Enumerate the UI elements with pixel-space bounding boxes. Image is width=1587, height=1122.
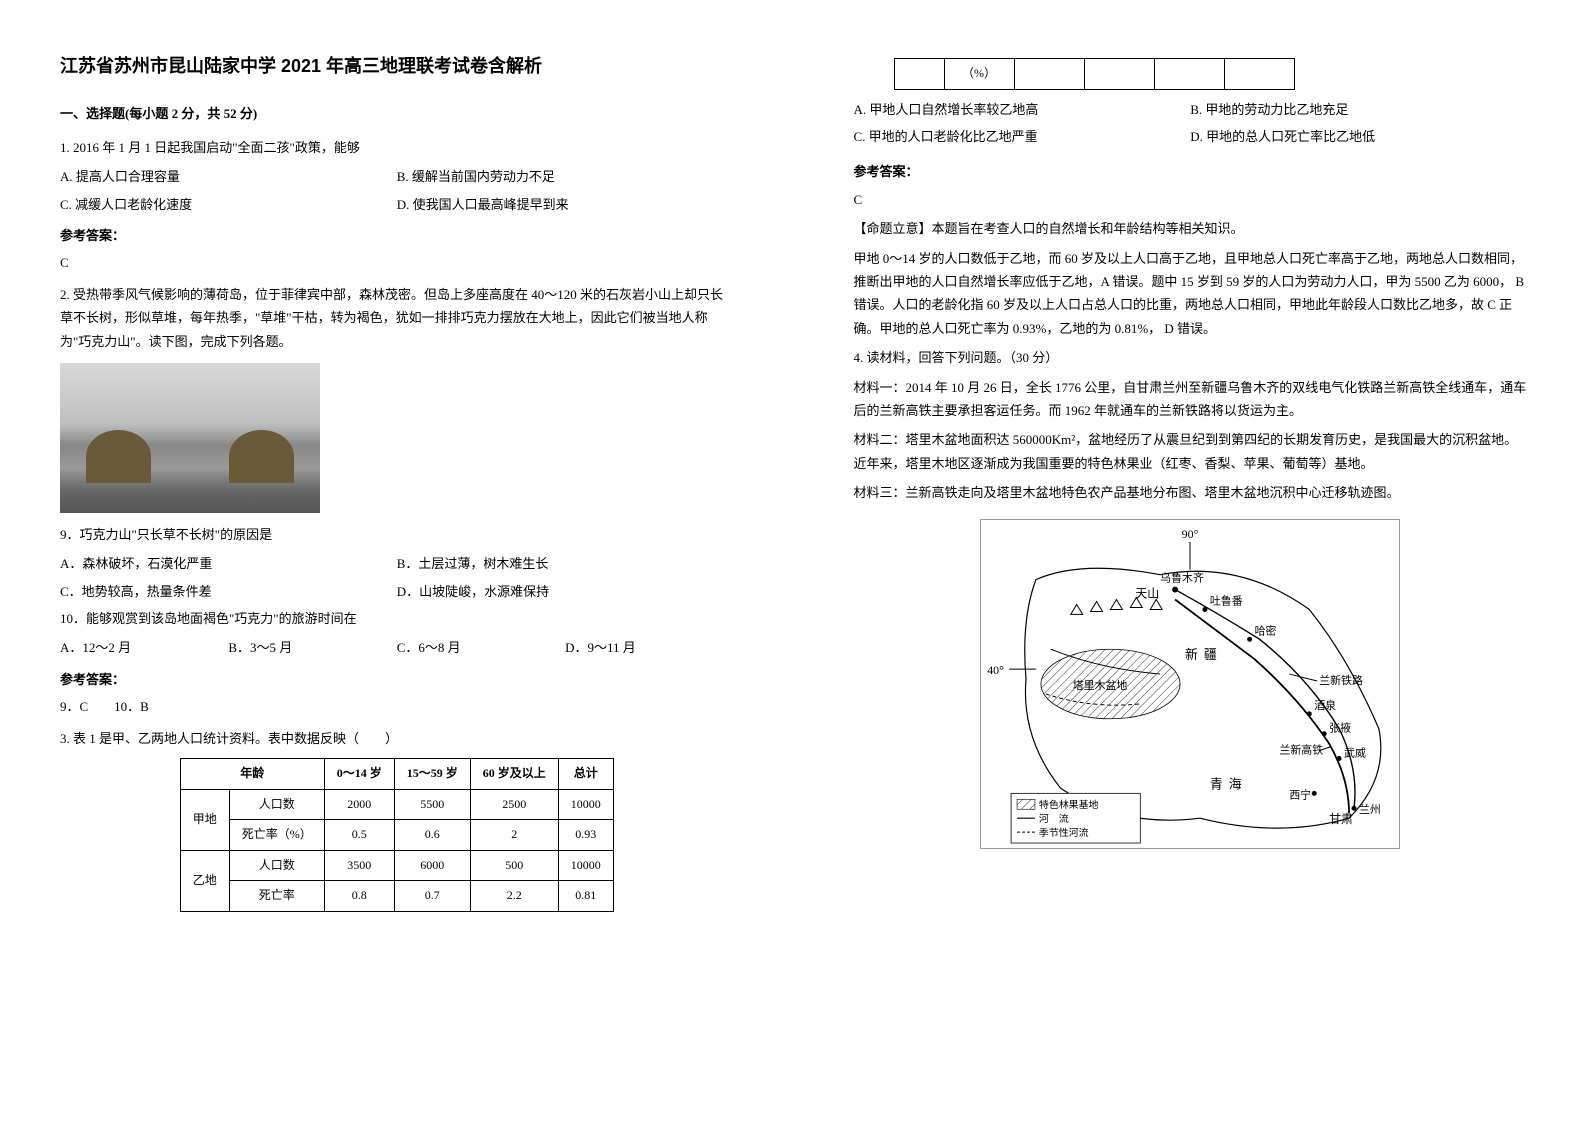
q3-explain: 甲地 0～14 岁的人口数低于乙地，而 60 岁及以上人口高于乙地，且甲地总人口… — [854, 247, 1528, 341]
map-city-lanzhou: 兰州 — [1359, 804, 1381, 817]
map-region-tarim: 塔里木盆地 — [1073, 678, 1128, 692]
question-3: 3. 表 1 是甲、乙两地人口统计资料。表中数据反映（ ） 年龄 0～14 岁 … — [60, 727, 734, 912]
tarim-basin-map: 90° 40° — [980, 519, 1400, 849]
table-cell: 甲地 — [180, 789, 229, 850]
q2-sub10-stem: 10．能够观赏到该岛地面褐色"巧克力"的旅游时间在 — [60, 607, 734, 630]
q2-sub9-stem: 9．巧克力山"只长草不长树"的原因是 — [60, 523, 734, 546]
q3-option-d: D. 甲地的总人口死亡率比乙地低 — [1190, 125, 1527, 148]
q4-mat3: 材料三：兰新高铁走向及塔里木盆地特色农产品基地分布图、塔里木盆地沉积中心迁移轨迹… — [854, 481, 1528, 504]
page-title: 江苏省苏州市昆山陆家中学 2021 年高三地理联考试卷含解析 — [60, 50, 734, 82]
q3-options: A. 甲地人口自然增长率较乙地高 B. 甲地的劳动力比乙地充足 C. 甲地的人口… — [854, 98, 1528, 153]
question-1: 1. 2016 年 1 月 1 日起我国启动"全面二孩"政策，能够 A. 提高人… — [60, 136, 734, 275]
legend-forest-fruit: 特色林果基地 — [1039, 799, 1099, 812]
q2-answer: 9．C 10．B — [60, 695, 734, 718]
q2-sub10-b: B．3～5 月 — [228, 636, 396, 659]
map-city-turpan: 吐鲁番 — [1210, 594, 1243, 608]
q3-stem: 3. 表 1 是甲、乙两地人口统计资料。表中数据反映（ ） — [60, 727, 734, 750]
q2-intro: 2. 受热带季风气候影响的薄荷岛，位于菲律宾中部，森林茂密。但岛上多座高度在 4… — [60, 283, 734, 353]
table-cell: 0.5 — [324, 820, 394, 851]
answer-label: 参考答案： — [60, 668, 734, 691]
q3-table-continued: （%） — [894, 58, 1295, 90]
q3-option-b: B. 甲地的劳动力比乙地充足 — [1190, 98, 1527, 121]
q4-mat1: 材料一：2014 年 10 月 26 日，全长 1776 公里，自甘肃兰州至新疆… — [854, 376, 1528, 423]
answer-label: 参考答案： — [60, 224, 734, 247]
q2-sub10-a: A．12～2 月 — [60, 636, 228, 659]
table-header: 15～59 岁 — [394, 759, 470, 790]
map-city-hami: 哈密 — [1255, 624, 1277, 638]
table-cell — [894, 59, 944, 90]
section-header: 一、选择题(每小题 2 分，共 52 分) — [60, 102, 734, 125]
map-rail-highspeed: 兰新高铁 — [1280, 743, 1324, 757]
table-cell: 2000 — [324, 789, 394, 820]
map-lat-label: 40° — [987, 664, 1004, 678]
table-cell: 10000 — [558, 789, 613, 820]
table-cell: 2 — [470, 820, 558, 851]
q3-answer: C — [854, 188, 1528, 211]
map-city-wuwei: 武威 — [1344, 747, 1366, 760]
table-cell: 10000 — [558, 850, 613, 881]
table-cell: 0.81 — [558, 881, 613, 912]
answer-label: 参考答案： — [854, 160, 1528, 183]
map-region-tianshan: 天山 — [1136, 587, 1160, 601]
map-region-xinjiang: 新疆 — [1185, 648, 1223, 663]
table-cell: 0.7 — [394, 881, 470, 912]
table-cell: 0.6 — [394, 820, 470, 851]
q2-sub10-c: C．6～8 月 — [397, 636, 565, 659]
q2-sub9-a: A．森林破坏，石漠化严重 — [60, 552, 397, 575]
table-cell: 2.2 — [470, 881, 558, 912]
q4-mat2: 材料二：塔里木盆地面积达 560000Km²，盆地经历了从震旦纪到到第四纪的长期… — [854, 428, 1528, 475]
q3-explain-title: 【命题立意】本题旨在考查人口的自然增长和年龄结构等相关知识。 — [854, 217, 1528, 240]
table-cell — [1154, 59, 1224, 90]
map-region-gansu: 甘肃 — [1329, 813, 1353, 827]
table-cell: （%） — [944, 59, 1014, 90]
table-cell: 0.8 — [324, 881, 394, 912]
q1-stem: 1. 2016 年 1 月 1 日起我国启动"全面二孩"政策，能够 — [60, 136, 734, 159]
q2-sub9-b: B．土层过薄，树木难生长 — [397, 552, 734, 575]
table-header: 年龄 — [180, 759, 324, 790]
table-cell: 5500 — [394, 789, 470, 820]
legend-seasonal-river: 季节性河流 — [1039, 827, 1089, 840]
table-cell: 死亡率（%） — [229, 820, 324, 851]
table-cell: 乙地 — [180, 850, 229, 911]
table-cell: 2500 — [470, 789, 558, 820]
q1-option-c: C. 减缓人口老龄化速度 — [60, 193, 397, 216]
map-figure: 90° 40° — [854, 519, 1528, 856]
table-cell: 死亡率 — [229, 881, 324, 912]
question-2: 2. 受热带季风气候影响的薄荷岛，位于菲律宾中部，森林茂密。但岛上多座高度在 4… — [60, 283, 734, 719]
q3-option-a: A. 甲地人口自然增长率较乙地高 — [854, 98, 1191, 121]
q2-sub10-d: D．9～11 月 — [565, 636, 733, 659]
table-cell: 3500 — [324, 850, 394, 881]
q1-answer: C — [60, 251, 734, 274]
table-cell: 人口数 — [229, 789, 324, 820]
table-cell — [1014, 59, 1084, 90]
map-rail-lanxin: 兰新铁路 — [1319, 673, 1363, 687]
q4-stem: 4. 读材料，回答下列问题。（30 分） — [854, 346, 1528, 369]
map-region-qinghai: 青海 — [1210, 777, 1248, 792]
q1-option-b: B. 缓解当前国内劳动力不足 — [397, 165, 734, 188]
map-city-xining: 西宁 — [1290, 788, 1312, 802]
table-cell — [1084, 59, 1154, 90]
table-cell: 6000 — [394, 850, 470, 881]
q2-sub9-d: D．山坡陡峻，水源难保持 — [397, 580, 734, 603]
q1-option-a: A. 提高人口合理容量 — [60, 165, 397, 188]
q3-option-c: C. 甲地的人口老龄化比乙地严重 — [854, 125, 1191, 148]
table-header: 60 岁及以上 — [470, 759, 558, 790]
q3-table: 年龄 0～14 岁 15～59 岁 60 岁及以上 总计 甲地 人口数 2000… — [180, 758, 614, 912]
table-header: 总计 — [558, 759, 613, 790]
map-city-jiuquan: 酒泉 — [1314, 698, 1336, 712]
question-4: 4. 读材料，回答下列问题。（30 分） 材料一：2014 年 10 月 26 … — [854, 346, 1528, 857]
map-city-urumqi: 乌鲁木齐 — [1160, 571, 1204, 585]
legend-river: 河 流 — [1039, 813, 1069, 826]
table-cell: 0.93 — [558, 820, 613, 851]
chocolate-hills-photo — [60, 363, 320, 513]
q1-option-d: D. 使我国人口最高峰提早到来 — [397, 193, 734, 216]
table-header: 0～14 岁 — [324, 759, 394, 790]
table-cell: 人口数 — [229, 850, 324, 881]
table-cell — [1224, 59, 1294, 90]
map-city-zhangye: 张掖 — [1329, 721, 1351, 735]
table-cell: 500 — [470, 850, 558, 881]
q2-sub9-c: C．地势较高，热量条件差 — [60, 580, 397, 603]
map-lon-label: 90° — [1182, 527, 1199, 541]
